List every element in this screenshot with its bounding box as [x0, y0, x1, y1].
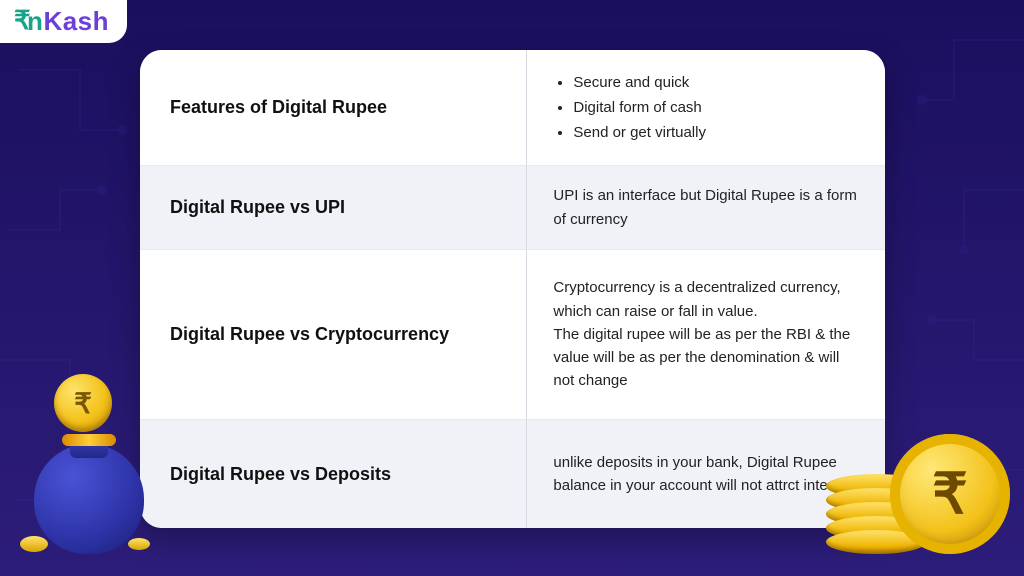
- row-body: UPI is an interface but Digital Rupee is…: [527, 166, 885, 249]
- comparison-card: Features of Digital Rupee Secure and qui…: [140, 50, 885, 528]
- coin-stack-icon: ₹: [820, 384, 1010, 554]
- row-body: Secure and quick Digital form of cash Se…: [527, 50, 885, 165]
- table-row: Digital Rupee vs Cryptocurrency Cryptocu…: [140, 250, 885, 420]
- list-item: Digital form of cash: [573, 96, 861, 119]
- rupee-coin-icon: ₹: [54, 374, 112, 432]
- row-text: UPI is an interface but Digital Rupee is…: [553, 184, 861, 231]
- table-row: Features of Digital Rupee Secure and qui…: [140, 50, 885, 166]
- row-label: Digital Rupee vs Cryptocurrency: [140, 250, 527, 419]
- money-bag-icon: ₹: [24, 384, 154, 554]
- row-text: Cryptocurrency is a decentralized curren…: [553, 276, 861, 392]
- row-label: Features of Digital Rupee: [140, 50, 527, 165]
- list-item: Secure and quick: [573, 71, 861, 94]
- logo-part-kash: Kash: [43, 6, 109, 36]
- row-label: Digital Rupee vs UPI: [140, 166, 527, 249]
- table-row: Digital Rupee vs Deposits unlike deposit…: [140, 420, 885, 528]
- row-text: unlike deposits in your bank, Digital Ru…: [553, 451, 861, 498]
- row-label: Digital Rupee vs Deposits: [140, 420, 527, 528]
- brand-logo: ₹nKash: [0, 0, 127, 43]
- rupee-coin-large-icon: ₹: [890, 434, 1010, 554]
- table-row: Digital Rupee vs UPI UPI is an interface…: [140, 166, 885, 250]
- logo-rupee-glyph: ₹: [14, 5, 31, 36]
- list-item: Send or get virtually: [573, 121, 861, 144]
